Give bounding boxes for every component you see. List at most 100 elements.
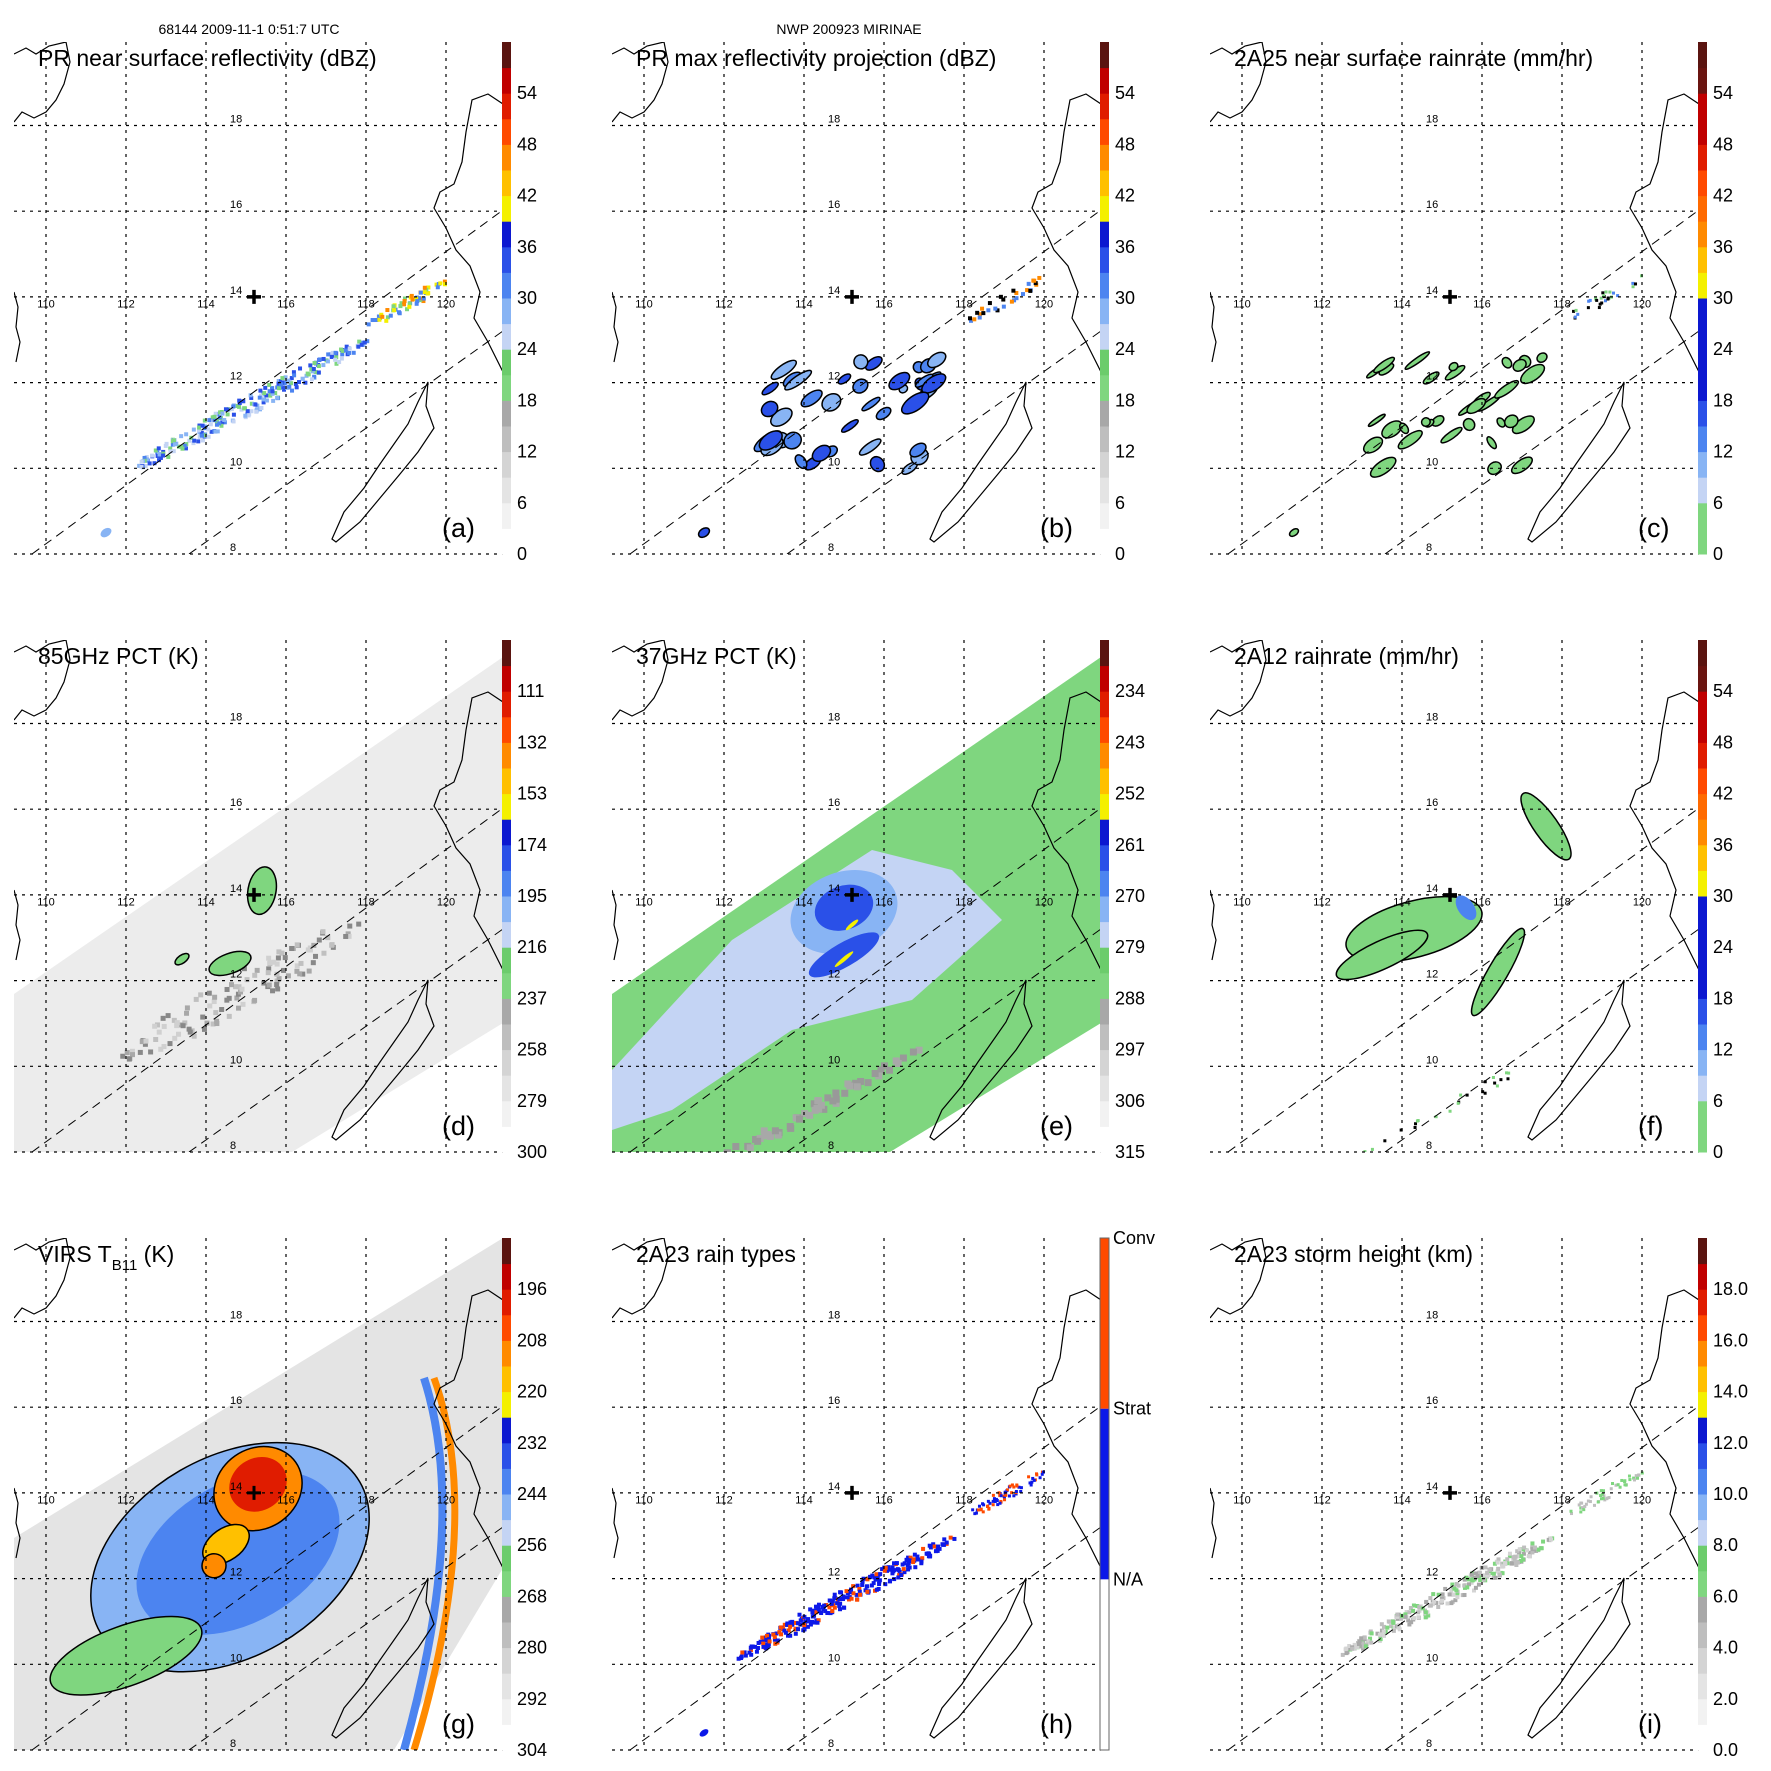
colorbar-tick-label: 315 (1115, 1142, 1145, 1162)
storm-height-pixel (1517, 1547, 1522, 1552)
reflectivity-pixel (407, 301, 412, 306)
reflectivity-pixel (212, 414, 217, 419)
rain-type-pixel (996, 1503, 1000, 1507)
pct-pixel (282, 955, 288, 961)
reflectivity-pixel (416, 296, 421, 301)
reflectivity-cell (770, 359, 798, 381)
panel-letter: (a) (442, 513, 475, 543)
coastline-vietnam (1210, 1238, 1267, 1559)
pct-pixel (311, 942, 317, 948)
rain-type-pixel (894, 1561, 899, 1566)
rainrate-cell (1404, 351, 1431, 371)
rain-type-pixel (837, 1603, 842, 1608)
reflectivity-pixel (402, 296, 407, 301)
colorbar-tick-label: 30 (517, 288, 537, 308)
pct-pixel (234, 995, 240, 1001)
colorbar-tick-label: 268 (517, 1586, 547, 1606)
rain-type-pixel (1038, 1476, 1042, 1480)
colorbar-segment (502, 118, 511, 145)
pct-pixel (130, 1052, 136, 1058)
longitude-label: 114 (197, 299, 215, 311)
colorbar-tick-label: 6 (1713, 1091, 1723, 1111)
colorbar-segment (1698, 896, 1707, 923)
longitude-label: 114 (795, 1495, 813, 1507)
colorbar-segment (502, 844, 511, 871)
storm-height-pixel (1369, 1640, 1374, 1645)
colorbar-segment (1698, 1366, 1707, 1393)
pct-cell (208, 950, 252, 977)
reflectivity-pixel (283, 375, 288, 380)
storm-height-pixel (1634, 1474, 1638, 1478)
rain-type-pixel (860, 1582, 865, 1587)
colorbar: 315 306 297 288 279 270 261 252 243 234 (1100, 640, 1145, 1162)
pct-pixel (193, 996, 199, 1002)
rain-type-pixel (839, 1590, 844, 1595)
rainrate-pixel (1434, 1115, 1438, 1119)
rain-type-pixel (871, 1581, 876, 1586)
reflectivity-pixel (206, 434, 211, 439)
rainrate-pixel (1572, 309, 1576, 313)
reflectivity-pixel (184, 432, 189, 437)
pct-pixel (806, 1111, 814, 1119)
longitude-label: 120 (437, 897, 455, 909)
longitude-label: 114 (1393, 897, 1411, 909)
colorbar-tick-label: 0 (517, 544, 527, 564)
reflectivity-pixel (410, 297, 415, 302)
reflectivity-pixel (347, 350, 352, 355)
colorbar-segment (1698, 1596, 1707, 1623)
rainrate-cell (1501, 356, 1513, 369)
rainrate-pixel (1448, 1109, 1452, 1113)
storm-height-pixel (1352, 1642, 1357, 1647)
reflectivity-pixel (147, 461, 152, 466)
rain-type-pixel (816, 1602, 821, 1607)
rain-type-pixel (761, 1644, 766, 1649)
rain-type-pixel (994, 1497, 998, 1501)
colorbar: 0 6 12 18 24 30 36 42 48 54 (1698, 640, 1733, 1162)
rainrate-pixel (1616, 294, 1620, 298)
storm-center-marker-icon (1443, 887, 1457, 902)
swath-edge-line (1384, 1526, 1699, 1750)
reflectivity-pixel (376, 314, 381, 319)
reflectivity-pixel (993, 306, 998, 311)
storm-height-pixel (1536, 1547, 1541, 1552)
longitude-label: 114 (197, 1495, 215, 1507)
colorbar-segment (502, 1570, 511, 1597)
reflectivity-pixel (397, 311, 402, 316)
latitude-label: 18 (1426, 114, 1438, 126)
latitude-label: 18 (230, 114, 242, 126)
storm-height-pixel (1495, 1560, 1500, 1565)
reflectivity-pixel (197, 423, 202, 428)
storm-height-pixel (1436, 1592, 1441, 1597)
reflectivity-pixel (156, 446, 161, 451)
longitude-label: 112 (715, 897, 733, 909)
rain-type-pixel (798, 1622, 803, 1627)
rain-type-pixel (767, 1634, 772, 1639)
reflectivity-pixel (206, 427, 211, 432)
storm-height-pixel (1512, 1557, 1517, 1562)
rain-type-pixel (973, 1512, 977, 1516)
colorbar-segment (502, 374, 511, 401)
storm-center-marker-icon (1443, 289, 1457, 304)
colorbar-tick-label: 36 (1115, 237, 1135, 257)
colorbar-tick-label: 280 (517, 1638, 547, 1658)
rainrate-pixel (1602, 294, 1606, 298)
reflectivity-pixel (281, 385, 286, 390)
storm-height-pixel (1426, 1613, 1431, 1618)
rainrate-pixel (1574, 308, 1578, 312)
colorbar-tick-label: 244 (517, 1484, 547, 1504)
rainrate-pixel (1481, 1090, 1485, 1094)
storm-height-pixel (1481, 1573, 1486, 1578)
colorbar-segment (1698, 451, 1707, 478)
storm-height-pixel (1470, 1578, 1475, 1583)
reflectivity-pixel (139, 464, 144, 469)
reflectivity-pixel (438, 281, 443, 286)
rain-type-pixel (918, 1557, 923, 1562)
colorbar-tick-label: 36 (1713, 237, 1733, 257)
rain-type-pixel (816, 1607, 821, 1612)
storm-height-pixel (1355, 1645, 1360, 1650)
pct-pixel (214, 1021, 220, 1027)
panel-letter: (h) (1040, 1709, 1073, 1739)
pct-pixel (300, 971, 306, 977)
pct-pixel (184, 1005, 190, 1011)
